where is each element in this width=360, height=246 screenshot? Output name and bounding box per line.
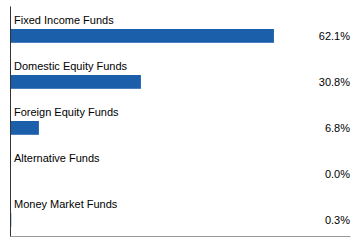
plot-area: Fixed Income Funds Domestic Equity Funds F… [10,7,351,237]
category-label: Domestic Equity Funds [14,60,128,72]
x-axis-line [11,236,351,237]
value-label: 0.0% [325,168,350,180]
category-label: Money Market Funds [14,198,118,210]
chart: Fixed Income Funds Domestic Equity Funds F… [0,0,360,246]
bar [10,75,141,89]
bar [10,121,39,135]
y-axis [10,7,11,237]
value-label: 62.1% [319,30,350,42]
category-label: Alternative Funds [14,152,100,164]
bars [10,29,274,227]
value-label: 6.8% [325,122,350,134]
category-label: Fixed Income Funds [14,14,114,26]
y-axis-line [10,7,11,237]
x-axis [11,236,351,237]
value-label: 0.3% [325,214,350,226]
category-label: Foreign Equity Funds [14,106,119,118]
value-label: 30.8% [319,76,350,88]
bar [10,29,274,43]
labels: Fixed Income Funds Domestic Equity Funds F… [14,14,350,226]
